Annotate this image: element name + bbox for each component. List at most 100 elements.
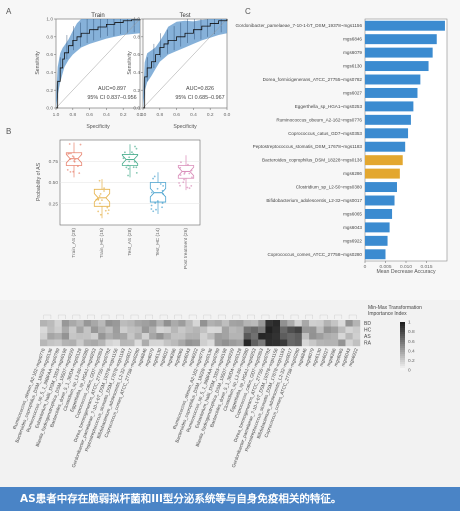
importance-bar — [365, 20, 445, 31]
heatmap-cell — [294, 320, 303, 327]
heatmap-cell — [98, 333, 106, 340]
heatmap-cell — [170, 339, 179, 347]
legend-swatch — [400, 334, 405, 337]
importance-bar — [365, 168, 400, 179]
heatmap-cell — [141, 320, 150, 327]
box-body — [121, 154, 139, 166]
heatmap-cell — [338, 339, 346, 347]
heatmap-cell — [90, 333, 99, 340]
bar-xtick-label: 0.010 — [400, 264, 412, 270]
heatmap-cell — [185, 326, 193, 334]
heatmap-column-label: mgs6027 — [159, 347, 170, 367]
roc-test-ylabel: Sensitivity — [127, 51, 133, 75]
figure-caption: AS患者中存在脆弱拟杆菌和III型分泌系统等与自身免疫相关的特征。 — [0, 487, 460, 511]
roc-test-auc: AUC=0.826 — [186, 86, 214, 92]
roc-curve — [56, 19, 141, 109]
box-point — [190, 184, 193, 187]
box-point — [134, 145, 136, 148]
heatmap-dendrogram — [319, 314, 328, 319]
box-point — [127, 164, 129, 167]
box-point — [123, 151, 126, 154]
heatmap-cell — [243, 333, 252, 340]
legend-swatch — [400, 338, 405, 341]
heatmap-cell — [90, 320, 99, 327]
heatmap-cell — [272, 339, 281, 347]
heatmap-cell — [338, 320, 346, 327]
box-point — [76, 165, 79, 168]
heatmap-cell — [294, 333, 303, 340]
box-point — [99, 202, 101, 205]
box-point — [128, 156, 131, 159]
panel-c-tag: C — [245, 7, 251, 16]
heatmap-dendrogram — [43, 314, 52, 319]
heatmap-cell — [294, 339, 303, 347]
box-point — [79, 143, 82, 146]
heatmap-cell — [76, 339, 84, 347]
heatmap-cell — [330, 333, 339, 340]
importance-bar-label: mgs6286 — [343, 171, 362, 176]
heatmap-dendrogram — [247, 314, 255, 319]
heatmap-cell — [192, 333, 201, 340]
heatmap-cell — [265, 339, 273, 347]
heatmap-cell — [112, 320, 121, 327]
heatmap-dendrogram — [72, 314, 81, 319]
heatmap-cell — [258, 320, 266, 327]
box-ytick-label: 0.75 — [49, 159, 59, 165]
heatmap-column-label: mgs6065 — [173, 347, 184, 367]
heatmap-cell — [61, 333, 70, 340]
importance-bar — [365, 74, 421, 85]
importance-bar — [365, 222, 390, 233]
heatmap-cell — [76, 333, 84, 340]
heatmap-cell — [90, 326, 99, 334]
heatmap-cell — [76, 320, 84, 327]
legend-swatch — [400, 322, 405, 325]
roc-xtick-label: 0.6 — [173, 112, 180, 118]
heatmap-cell — [69, 333, 77, 340]
heatmap-row-label: HC — [364, 327, 372, 333]
heatmap-cell — [309, 339, 317, 347]
legend-swatch — [400, 362, 405, 365]
box-category-label: Train_HC (15) — [99, 228, 105, 259]
heatmap-cell — [229, 326, 237, 334]
heatmap-dendrogram — [334, 314, 342, 319]
heatmap-cell — [170, 320, 179, 327]
legend-swatch — [400, 336, 405, 339]
heatmap-row-label: RA — [364, 340, 372, 346]
box-point — [98, 179, 101, 182]
heatmap-cell — [54, 326, 63, 334]
heatmap-cell — [47, 326, 55, 334]
heatmap-column-label: mgs6043 — [180, 347, 191, 367]
importance-bar-label: Peptostreptococcus_stomatis_DSM_17678~mg… — [253, 144, 363, 149]
heatmap-dendrogram — [232, 314, 241, 319]
heatmap-cell — [309, 333, 317, 340]
panel-b-tag: B — [6, 127, 11, 136]
heatmap-cell — [309, 320, 317, 327]
importance-bar — [365, 155, 403, 166]
heatmap-cell — [265, 326, 273, 334]
box-point — [161, 189, 164, 192]
heatmap-cell — [352, 320, 361, 327]
box-point — [159, 183, 162, 185]
heatmap-cell — [280, 333, 288, 340]
roc-ytick-label: 0.8 — [46, 34, 53, 40]
box-body — [149, 182, 167, 203]
legend-tick-label: 1 — [408, 320, 411, 326]
heatmap-cell — [112, 326, 121, 334]
importance-bar — [365, 34, 437, 45]
heatmap-cell — [330, 339, 339, 347]
legend-swatch — [400, 354, 405, 357]
heatmap-column-label: mgs6130 — [151, 347, 162, 367]
importance-bar — [365, 61, 429, 72]
heatmap-cell — [345, 326, 353, 334]
heatmap-cell — [156, 339, 164, 347]
heatmap-cell — [61, 326, 70, 334]
heatmap-cell — [229, 333, 237, 340]
heatmap-cell — [287, 339, 295, 347]
heatmap-cell — [83, 339, 92, 347]
importance-bar-chart: Mean Decrease Accuracy Gordonibacter_pam… — [236, 18, 448, 275]
importance-bar — [365, 47, 433, 58]
heatmap-cell — [287, 320, 295, 327]
heatmap-column-label: mgs6079 — [144, 347, 155, 367]
heatmap-cell — [272, 326, 281, 334]
